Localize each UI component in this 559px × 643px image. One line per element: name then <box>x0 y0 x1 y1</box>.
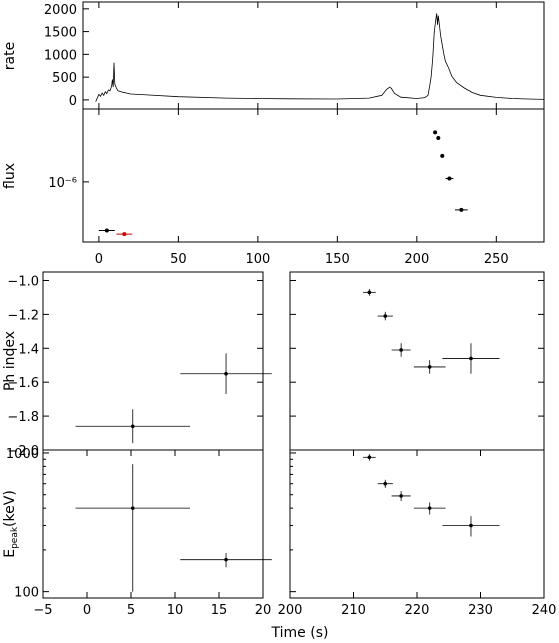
epeak-left-frame <box>42 449 264 599</box>
epeak-left-plot-point <box>130 506 135 510</box>
flux-point <box>459 207 464 212</box>
rate-ytick-label: 0 <box>69 94 77 109</box>
flux-frame <box>82 108 545 243</box>
rate-plot: 0 500 1000 1500 2000 <box>44 2 545 109</box>
epeak-right-plot-point <box>367 455 372 460</box>
epeak-right-plot-xtick-label: 200 <box>278 603 303 618</box>
panel-phindex-right <box>289 271 545 451</box>
flux-xtick-label: 250 <box>484 252 509 267</box>
rate-ytick-label: 1500 <box>44 26 77 41</box>
flux-xtick-label: 100 <box>245 252 270 267</box>
epeak-ylabel-sub: peak <box>10 526 20 549</box>
epeak-right-frame <box>289 449 545 599</box>
phindex-left-plot-point <box>224 371 228 376</box>
phindex-left-plot-ytick-label: −2.0 <box>7 444 39 459</box>
epeak-left-plot-xtick-label: 10 <box>167 603 184 618</box>
panel-phindex-left: −2.0 −1.8 −1.6 −1.4 −1.2 −1.0 Ph index <box>2 271 272 459</box>
flux-point <box>433 130 438 135</box>
phindex-left-plot-ytick-label: −1.2 <box>7 308 39 323</box>
flux-point <box>440 153 445 158</box>
epeak-right-plot-xtick-label: 230 <box>468 603 493 618</box>
x-axis-label: Time (s) <box>271 625 329 641</box>
flux-xtick-label: 50 <box>170 252 187 267</box>
flux-ytick-label: 10⁻⁶ <box>48 176 77 191</box>
epeak-left-plot-xtick-label: 0 <box>83 603 91 618</box>
epeak-right-plot-point <box>427 506 432 510</box>
phindex-right-plot-point <box>383 314 388 318</box>
phindex-ylabel: Ph index <box>2 331 18 391</box>
epeak-left-plot-point <box>224 557 228 562</box>
phindex-right-plot-point <box>367 290 372 295</box>
phindex-right-plot <box>290 279 544 451</box>
epeak-right-plot-xtick-label: 220 <box>405 603 430 618</box>
epeak-left-plot-xtick-label: 15 <box>211 603 228 618</box>
epeak-left-plot-xtick-label: −5 <box>33 603 52 618</box>
epeak-right-plot-point <box>469 523 473 528</box>
panel-flux: 10⁻⁶ 0 50 100 150 200 250 flux <box>2 108 545 267</box>
rate-ylabel: rate <box>2 42 18 70</box>
flux-point <box>436 135 441 140</box>
phindex-left-frame <box>42 271 264 451</box>
rate-ytick-label: 1000 <box>44 48 77 63</box>
epeak-right-plot-xtick-label: 210 <box>341 603 366 618</box>
flux-xtick-label: 150 <box>325 252 350 267</box>
epeak-left-plot: 100 1000 −5 0 5 10 15 20 <box>6 447 272 618</box>
phindex-left-plot-ytick-label: −1.8 <box>7 410 39 425</box>
phindex-left-plot-ytick-label: −1.4 <box>7 342 39 357</box>
epeak-ylabel-unit: (keV) <box>2 490 18 527</box>
phindex-left-plot-point <box>130 424 135 429</box>
rate-line <box>95 13 545 102</box>
phindex-right-plot-point <box>469 356 473 361</box>
flux-xtick-label: 0 <box>95 252 103 267</box>
phindex-left-plot: −2.0 −1.8 −1.6 −1.4 −1.2 −1.0 <box>7 274 272 459</box>
rate-ytick-label: 500 <box>52 71 77 86</box>
phindex-right-frame <box>289 271 545 451</box>
phindex-left-plot-ytick-label: −1.6 <box>7 376 39 391</box>
phindex-right-plot-point <box>399 348 403 352</box>
flux-plot: 10⁻⁶ 0 50 100 150 200 250 <box>48 109 509 267</box>
phindex-left-plot-ytick-label: −1.0 <box>7 274 39 289</box>
flux-point <box>104 228 109 233</box>
rate-frame <box>82 1 545 110</box>
panel-rate: 0 500 1000 1500 2000 rate <box>2 1 545 110</box>
panel-epeak-left: 100 1000 −5 0 5 10 15 20 Epeak(keV) <box>2 447 272 618</box>
epeak-right-plot-xtick-label: 240 <box>532 603 557 618</box>
epeak-left-plot-xtick-label: 5 <box>127 603 135 618</box>
flux-xtick-label: 200 <box>404 252 429 267</box>
flux-point <box>447 176 452 181</box>
epeak-ylabel-main: E <box>2 549 18 558</box>
epeak-right-plot: 200 210 220 230 240 <box>278 450 557 618</box>
epeak-left-plot-xtick-label: 20 <box>255 603 272 618</box>
rate-ytick-label: 2000 <box>44 3 77 18</box>
epeak-ylabel: Epeak(keV) <box>2 490 20 558</box>
phindex-right-plot-point <box>427 365 432 369</box>
epeak-left-plot-ytick-label: 1000 <box>6 447 39 462</box>
epeak-left-plot-ytick-label: 100 <box>14 586 39 601</box>
panel-epeak-right: 200 210 220 230 240 <box>278 449 557 618</box>
flux-ylabel: flux <box>2 163 18 189</box>
epeak-right-plot-point <box>383 481 388 486</box>
flux-point <box>122 232 127 237</box>
epeak-right-plot-point <box>399 494 403 498</box>
